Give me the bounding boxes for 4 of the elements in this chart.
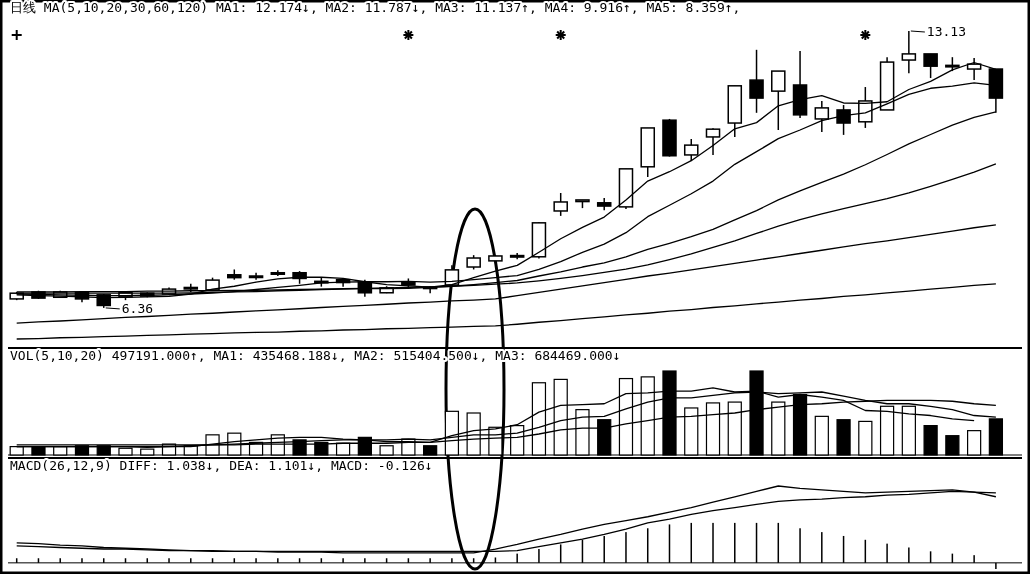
annotation: 6.36 bbox=[121, 300, 154, 316]
chart-title: 日线 MA(5,10,20,30,60,120) MA1: 12.174↓, MA2: 11.787↓, MA3: 11.137↑, MA4: 9.916↑, MA5: 8.359↑, bbox=[10, 0, 741, 15]
chart-title: MACD(26,12,9) DIFF: 1.038↓, DEA: 1.101↓, MACD: -0.126↓ bbox=[10, 458, 433, 473]
annotation: 13.13 bbox=[926, 24, 966, 39]
